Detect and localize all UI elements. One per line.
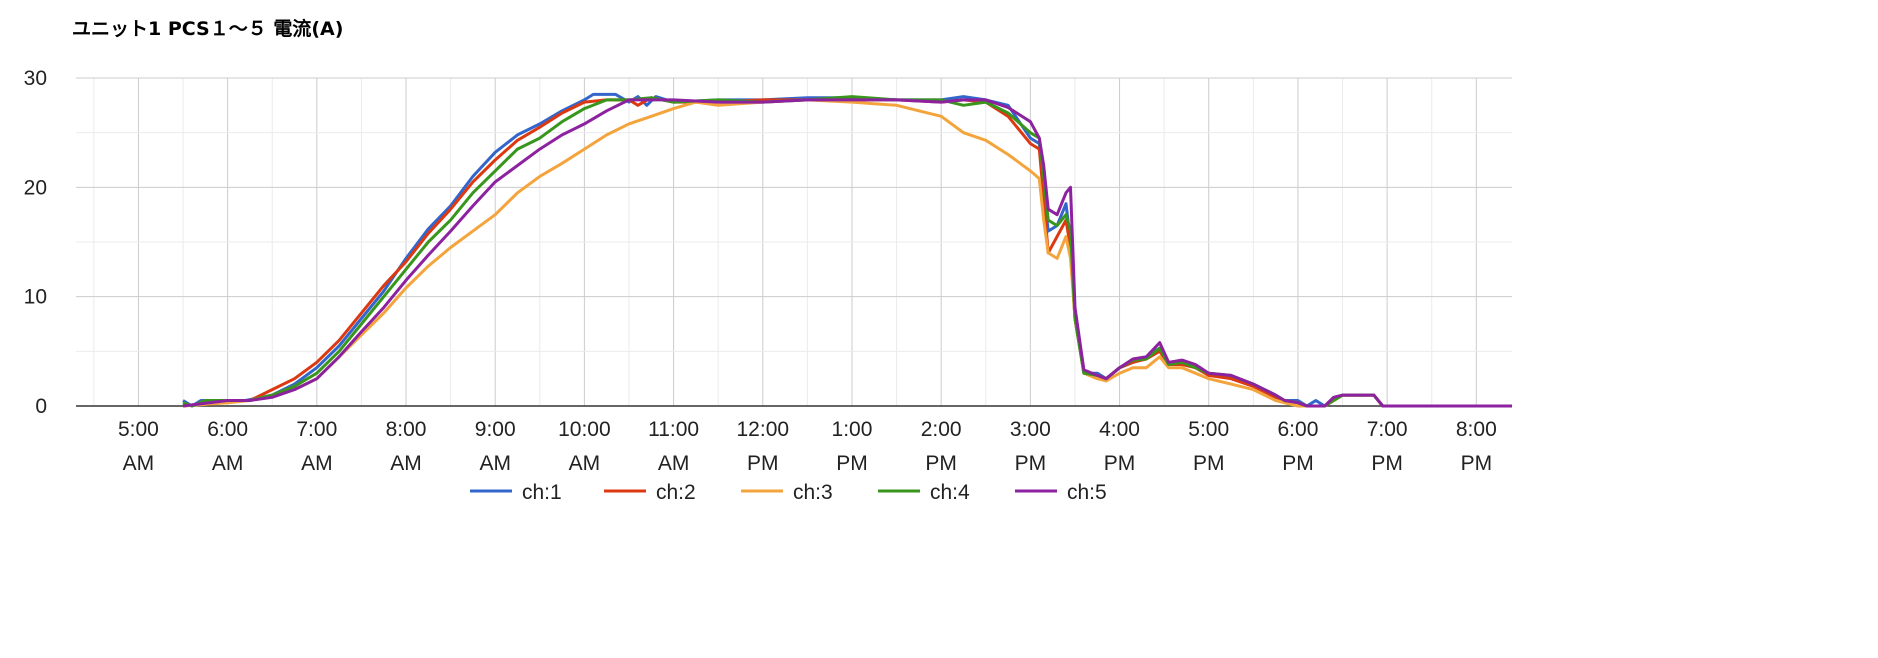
chart-title: ユニット1 PCS１～５ 電流(A) [72,18,344,40]
x-tick-label: 5:00 [118,418,159,441]
series-line-ch5 [182,98,1512,408]
x-tick-label-period: PM [1282,452,1314,475]
x-tick-label: 8:00 [386,418,427,441]
x-tick-label: 11:00 [648,418,699,441]
axis-layer: 0 10 20 30 5:00 AM 6:00 AM 7:00 AM 8:00 AM 9:00 AM 10:… [24,67,1512,475]
x-tick-label-period: PM [1193,452,1225,475]
x-tick-label-period: AM [301,452,333,475]
y-tick-label: 10 [24,286,47,309]
legend-label: ch:1 [522,481,562,504]
x-tick-label: 6:00 [207,418,248,441]
x-tick-label-period: AM [479,452,511,475]
x-tick-label-period: PM [925,452,957,475]
x-tick-label: 2:00 [921,418,962,441]
x-tick-label: 7:00 [1367,418,1408,441]
x-tick-label: 1:00 [832,418,873,441]
series-line-ch2 [182,96,1512,408]
x-tick-label-period: AM [212,452,244,475]
x-tick-label-period: PM [1104,452,1136,475]
x-tick-label-period: PM [1015,452,1047,475]
x-tick-label: 3:00 [1010,418,1051,441]
legend-label: ch:2 [656,481,696,504]
x-tick-label: 8:00 [1456,418,1497,441]
y-tick-label: 30 [24,67,47,90]
x-tick-label-period: PM [747,452,779,475]
x-tick-label: 12:00 [737,418,790,441]
legend-item-ch3[interactable]: ch:3 [741,481,833,504]
x-tick-label: 6:00 [1278,418,1319,441]
x-tick-label-period: AM [658,452,690,475]
series-line-ch4 [182,95,1512,408]
legend-item-ch5[interactable]: ch:5 [1015,481,1107,504]
legend-label: ch:3 [793,481,833,504]
x-tick-label: 5:00 [1188,418,1229,441]
x-tick-label-period: AM [390,452,422,475]
y-tick-label: 0 [35,395,47,418]
grid-layer [76,77,1512,406]
x-tick-label: 4:00 [1099,418,1140,441]
x-tick-label-period: PM [1461,452,1493,475]
legend[interactable]: ch:1 ch:2 ch:3 ch:4 ch:5 [470,481,1107,504]
legend-item-ch1[interactable]: ch:1 [470,481,562,504]
legend-label: ch:4 [930,481,970,504]
y-tick-label: 20 [24,176,47,199]
x-tick-label: 9:00 [475,418,516,441]
x-tick-label: 7:00 [296,418,337,441]
x-tick-label-period: PM [836,452,868,475]
series-line-ch1 [182,92,1512,408]
x-tick-label-period: PM [1371,452,1403,475]
legend-label: ch:5 [1067,481,1107,504]
series-line-ch3 [182,98,1512,408]
legend-item-ch4[interactable]: ch:4 [878,481,970,504]
series-layer [182,92,1512,408]
legend-item-ch2[interactable]: ch:2 [604,481,696,504]
x-tick-label-period: AM [569,452,601,475]
x-tick-label: 10:00 [558,418,611,441]
x-tick-label-period: AM [123,452,155,475]
